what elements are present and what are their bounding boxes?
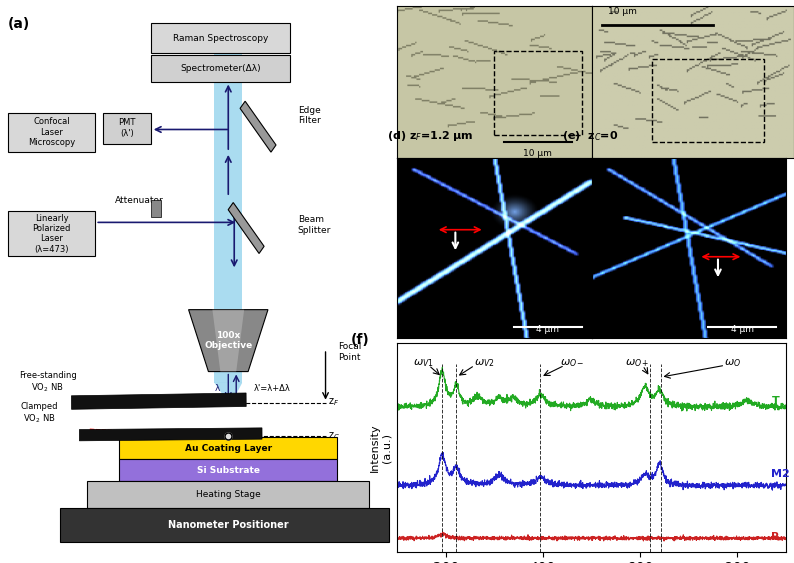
Text: Raman Spectroscopy: Raman Spectroscopy — [172, 34, 268, 42]
FancyBboxPatch shape — [8, 211, 95, 256]
Text: $\omega_{V1}$: $\omega_{V1}$ — [414, 358, 434, 369]
Text: (f): (f) — [350, 333, 369, 347]
Bar — [652, 59, 764, 142]
Text: $\omega_{O-}$: $\omega_{O-}$ — [560, 358, 584, 369]
Text: 10 μm: 10 μm — [522, 149, 552, 158]
Text: M2: M2 — [772, 470, 790, 479]
Text: Heating Stage: Heating Stage — [196, 490, 260, 499]
FancyBboxPatch shape — [8, 113, 95, 152]
Y-axis label: Intensity
(a.u.): Intensity (a.u.) — [370, 423, 391, 472]
Bar — [494, 51, 582, 135]
Text: $\omega_{O}$: $\omega_{O}$ — [724, 358, 741, 369]
Text: T: T — [772, 396, 779, 406]
Text: (e)  z$_C$=0: (e) z$_C$=0 — [562, 129, 619, 143]
Polygon shape — [189, 310, 268, 372]
Bar — [119, 437, 337, 459]
Text: λ'=λ+Δλ: λ'=λ+Δλ — [254, 384, 291, 393]
Bar — [119, 459, 337, 481]
FancyBboxPatch shape — [151, 23, 290, 53]
Text: 100x
Objective: 100x Objective — [204, 331, 252, 350]
Text: z$_F$: z$_F$ — [327, 397, 339, 408]
Text: Linearly
Polarized
Laser
(λ=473): Linearly Polarized Laser (λ=473) — [33, 213, 71, 254]
Polygon shape — [214, 383, 242, 405]
Polygon shape — [79, 428, 262, 441]
Text: Beam
Splitter: Beam Splitter — [298, 216, 331, 235]
Text: (d) z$_F$=1.2 μm: (d) z$_F$=1.2 μm — [387, 129, 474, 143]
Bar — [151, 200, 160, 217]
Text: (a): (a) — [8, 17, 30, 31]
Text: z$_C$: z$_C$ — [327, 431, 340, 442]
FancyBboxPatch shape — [151, 55, 290, 82]
Text: R: R — [772, 532, 780, 542]
Text: 10 μm: 10 μm — [607, 7, 637, 16]
Text: Si Substrate: Si Substrate — [197, 466, 260, 475]
Text: 4 μm: 4 μm — [536, 325, 559, 334]
Bar — [87, 481, 369, 508]
Text: Focal
Point: Focal Point — [337, 342, 361, 361]
FancyBboxPatch shape — [103, 113, 151, 144]
Text: $\omega_{O+}$: $\omega_{O+}$ — [626, 358, 650, 369]
Text: Spectrometer(Δλ): Spectrometer(Δλ) — [180, 64, 260, 73]
Bar — [214, 39, 242, 383]
Text: Au Coating Layer: Au Coating Layer — [185, 444, 272, 453]
Text: Edge
Filter: Edge Filter — [298, 106, 321, 125]
Text: 4 μm: 4 μm — [730, 325, 754, 334]
Polygon shape — [240, 101, 276, 152]
Text: Confocal
Laser
Microscopy: Confocal Laser Microscopy — [28, 118, 75, 147]
Text: $\omega_{V2}$: $\omega_{V2}$ — [474, 358, 495, 369]
Bar — [60, 508, 389, 542]
Text: Attenuator: Attenuator — [114, 196, 164, 205]
Text: Nanometer Positioner: Nanometer Positioner — [168, 520, 288, 530]
Polygon shape — [228, 203, 264, 253]
Text: Clamped
VO$_2$ NB: Clamped VO$_2$ NB — [21, 402, 59, 425]
Text: λ: λ — [215, 384, 221, 393]
Polygon shape — [212, 310, 245, 372]
Polygon shape — [71, 393, 246, 409]
Text: PMT
(λ'): PMT (λ') — [118, 118, 136, 138]
Text: Free-standing
VO$_2$ NB: Free-standing VO$_2$ NB — [19, 371, 76, 394]
